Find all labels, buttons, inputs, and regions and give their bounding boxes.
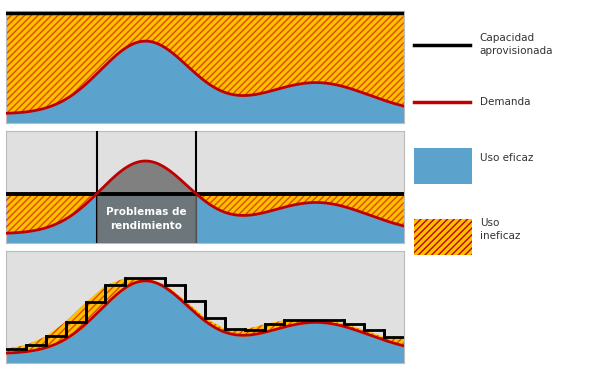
Text: Problemas de
rendimiento: Problemas de rendimiento (106, 207, 187, 231)
Bar (97, 194, 195, 243)
Text: Uso
ineficaz: Uso ineficaz (480, 218, 520, 241)
Bar (414, 219, 472, 255)
Text: Capacidad
aprovisionada: Capacidad aprovisionada (480, 33, 553, 56)
Bar (414, 219, 472, 255)
Text: Demanda: Demanda (480, 97, 531, 107)
Bar (414, 148, 472, 184)
Text: Uso eficaz: Uso eficaz (480, 153, 533, 164)
